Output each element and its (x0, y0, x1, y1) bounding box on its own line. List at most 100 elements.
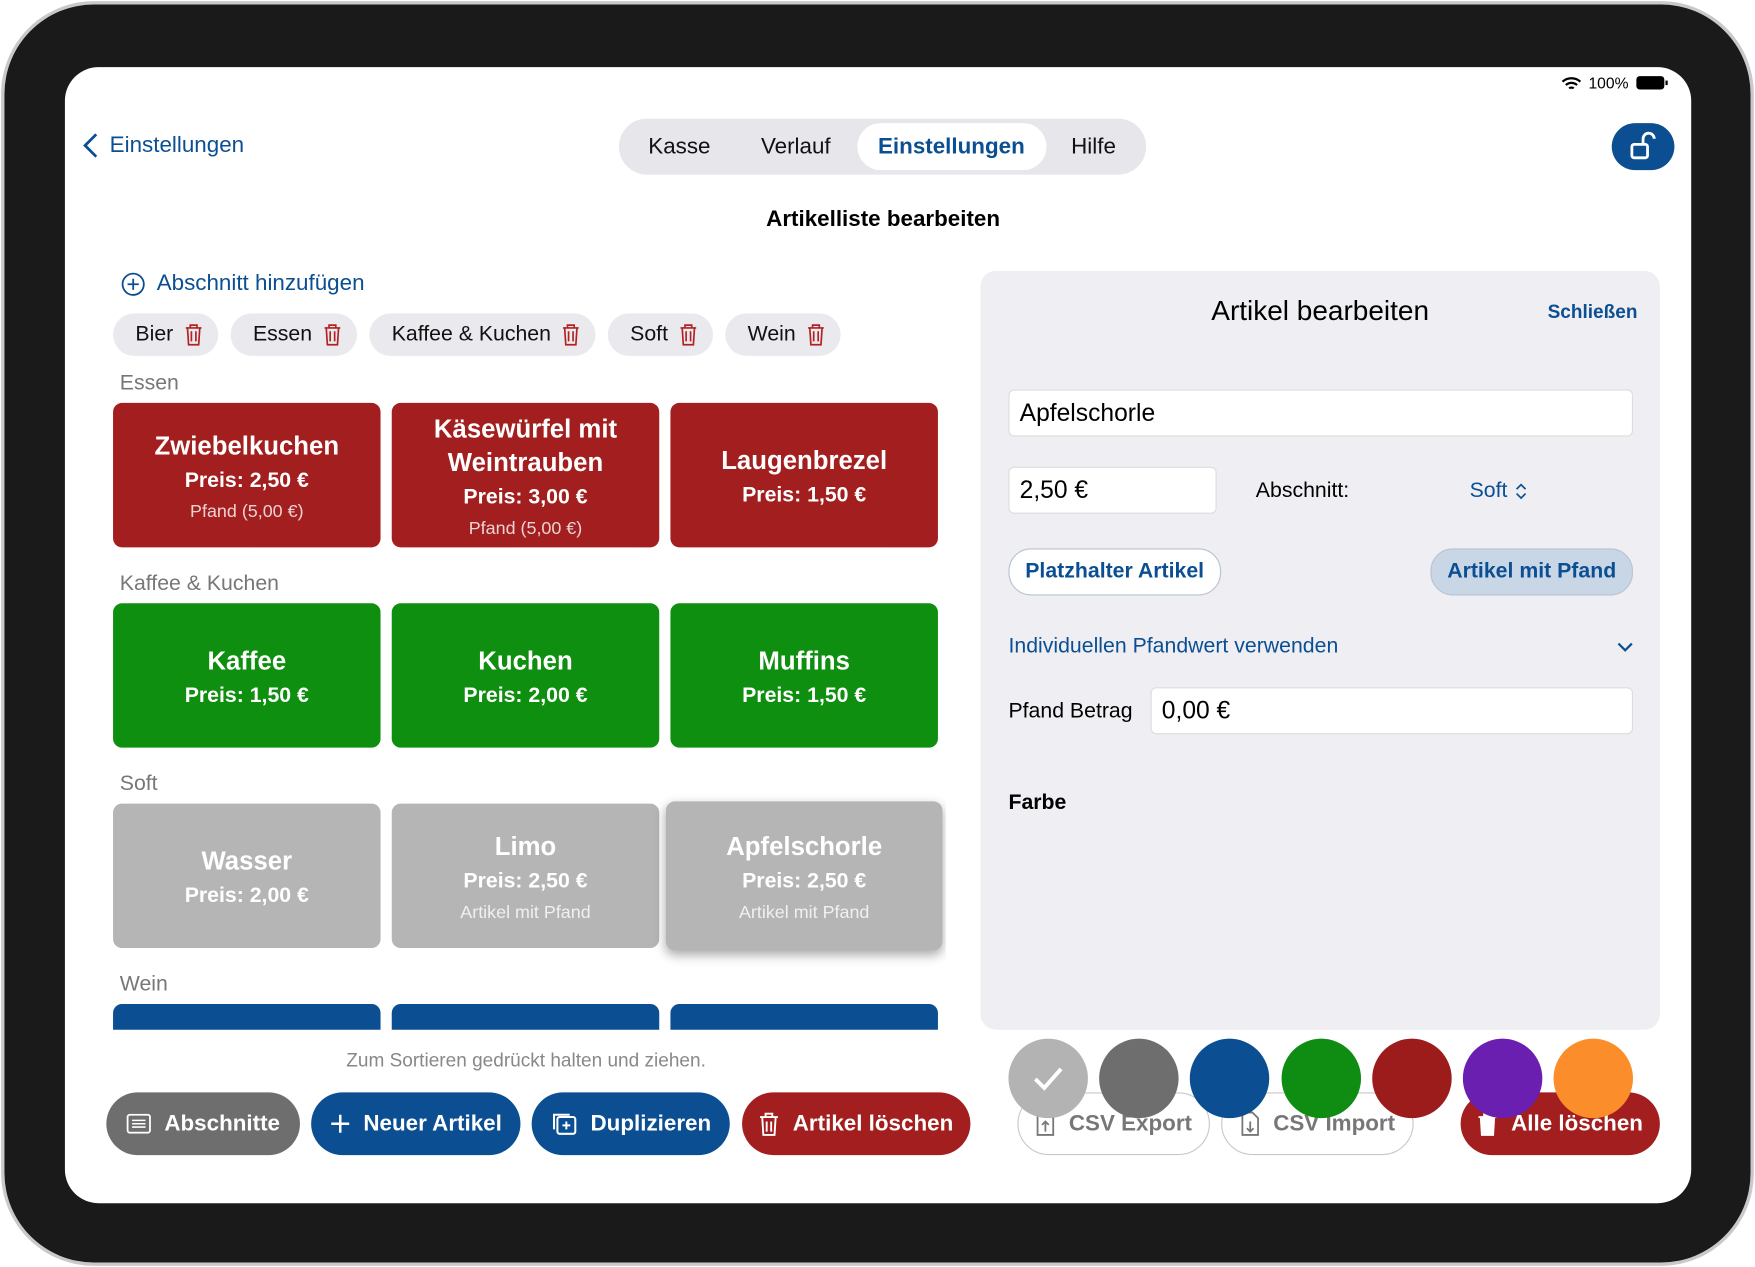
color-swatch[interactable] (1099, 1038, 1179, 1119)
chevron-down (1617, 642, 1633, 652)
tab-selected-bg (857, 123, 1047, 171)
article-tile[interactable] (670, 1003, 938, 1030)
icon (126, 1113, 151, 1134)
updown (1515, 483, 1526, 500)
chip-label: Soft (630, 322, 668, 346)
screen: 100% Einstellungen Kasse Verlauf Einstel… (64, 67, 1692, 1204)
price-field[interactable]: 2,50 € (1008, 466, 1217, 514)
color-swatch[interactable] (1190, 1038, 1270, 1119)
section-picker[interactable]: Soft (1470, 479, 1528, 504)
icon (1240, 1111, 1259, 1136)
section-chip[interactable]: Soft (607, 313, 713, 356)
trash-icon (185, 324, 202, 346)
color-swatch[interactable] (1553, 1038, 1634, 1119)
tile-name: Wasser (201, 845, 293, 875)
tile-note: Artikel mit Pfand (738, 902, 870, 922)
tile-name: Zwiebelkuchen (154, 430, 340, 460)
tab[interactable]: Kasse (648, 134, 711, 159)
article-list: Essen Zwiebelkuchen Preis: 2,50 € Pfand (5,… (112, 375, 946, 1030)
chevron (83, 133, 98, 158)
tab[interactable]: Verlauf (760, 134, 831, 159)
article-tile[interactable]: Käsewürfel mit Weintrauben Preis: 3,00 € P… (391, 402, 660, 548)
lock-button[interactable] (1611, 123, 1675, 171)
tile-note: Pfand (5,00 €) (468, 518, 583, 538)
add-section-label: Abschnitt hinzufügen (156, 270, 365, 296)
name-field[interactable]: Apfelschorle (1008, 389, 1634, 437)
tile-price: Preis: 2,50 € (463, 869, 588, 893)
tile-name: Kuchen (478, 645, 573, 675)
label: Neuer Artikel (363, 1110, 502, 1136)
deposit-field[interactable]: 0,00 € (1150, 687, 1634, 735)
deposit-toggle[interactable]: Artikel mit Pfand (1430, 548, 1634, 596)
color-swatch[interactable] (1371, 1038, 1452, 1119)
edit-panel: Artikel bearbeiten Schließen Apfelschorl… (980, 270, 1660, 1119)
label: Artikel löschen (792, 1110, 954, 1136)
tile-price: Preis: 2,50 € (742, 869, 867, 893)
tile-price: Preis: 2,50 € (184, 468, 309, 492)
delete-button[interactable]: Artikel löschen (742, 1092, 971, 1156)
color-swatch[interactable] (1008, 1038, 1088, 1119)
section-value: Soft (1469, 479, 1508, 503)
chip-label: Kaffee & Kuchen (391, 322, 551, 346)
chip-label: Wein (747, 322, 796, 346)
back-button[interactable]: Einstellungen (83, 132, 244, 159)
tile-price: Preis: 2,00 € (463, 683, 588, 707)
tile-price: Preis: 1,50 € (742, 683, 867, 707)
csv-export-button[interactable]: CSV Export (1017, 1092, 1210, 1156)
add-section[interactable]: Abschnitt hinzufügen (121, 271, 365, 297)
battery-icon (1636, 76, 1668, 90)
close-button[interactable]: Schließen (1547, 301, 1638, 323)
article-tile[interactable] (391, 1003, 660, 1030)
deposit-label: Pfand Betrag (1008, 699, 1133, 724)
section-chip[interactable]: Kaffee & Kuchen (369, 313, 596, 356)
tile-name: Laugenbrezel (721, 444, 888, 475)
tab[interactable]: Einstellungen (877, 134, 1025, 159)
trash-icon (563, 324, 579, 346)
section-chip[interactable]: Bier (113, 313, 219, 356)
tile-note: Artikel mit Pfand (460, 902, 591, 922)
wifi-icon (1561, 76, 1582, 89)
trash-icon (324, 324, 341, 346)
section-label: Soft (119, 772, 158, 796)
section-chip[interactable]: Essen (230, 313, 357, 356)
icon (330, 1114, 349, 1133)
article-tile[interactable]: Laugenbrezel Preis: 1,50 € (670, 402, 938, 548)
delete-all-button[interactable]: Alle löschen (1460, 1092, 1660, 1156)
duplicate-button[interactable]: Duplizieren (531, 1092, 730, 1156)
custom-deposit[interactable]: Individuellen Pfandwert verwenden (1008, 634, 1339, 659)
article-tile[interactable]: Zwiebelkuchen Preis: 2,50 € Pfand (5,00 €) (113, 402, 381, 548)
color-swatch[interactable] (1462, 1038, 1543, 1119)
page-title: Artikelliste bearbeiten (766, 207, 1001, 232)
plus-icon (121, 272, 145, 296)
status-bar: 100% (1561, 73, 1669, 92)
article-tile[interactable] (113, 1003, 381, 1030)
article-tile[interactable]: Wasser Preis: 2,00 € (113, 803, 381, 949)
article-tile[interactable]: Kuchen Preis: 2,00 € (391, 603, 660, 748)
label: Abschnitte (164, 1110, 281, 1136)
color-label: Farbe (1008, 791, 1067, 815)
section-chip[interactable]: Wein (725, 313, 841, 356)
chip-label: Bier (135, 322, 174, 346)
trash-icon (808, 324, 824, 346)
new-button[interactable]: Neuer Artikel (311, 1092, 521, 1156)
tile-name: Apfelschorle (726, 831, 883, 861)
battery-text: 100% (1588, 73, 1629, 92)
placeholder-toggle[interactable]: Platzhalter Artikel (1008, 548, 1221, 596)
tab[interactable]: Hilfe (1071, 134, 1116, 159)
article-tile[interactable]: Limo Preis: 2,50 € Artikel mit Pfand (391, 803, 660, 949)
tile-name: Kaffee (207, 645, 287, 675)
tile-price: Preis: 1,50 € (184, 683, 309, 707)
article-tile[interactable]: Kaffee Preis: 1,50 € (113, 603, 381, 748)
article-tile[interactable]: Muffins Preis: 1,50 € (670, 603, 938, 748)
back-label: Einstellungen (109, 132, 245, 158)
lock-icon (1630, 131, 1656, 160)
sections-button[interactable]: Abschnitte (106, 1092, 300, 1156)
section-label: Kaffee & Kuchen (119, 571, 279, 596)
color-swatch[interactable] (1281, 1038, 1361, 1119)
tile-name: Muffins (758, 645, 850, 675)
section-label: Abschnitt: (1255, 479, 1350, 503)
icon (760, 1112, 779, 1136)
article-tile[interactable]: Apfelschorle Preis: 2,50 € Artikel mit Pfa… (665, 801, 943, 951)
section-label: Wein (119, 972, 168, 997)
